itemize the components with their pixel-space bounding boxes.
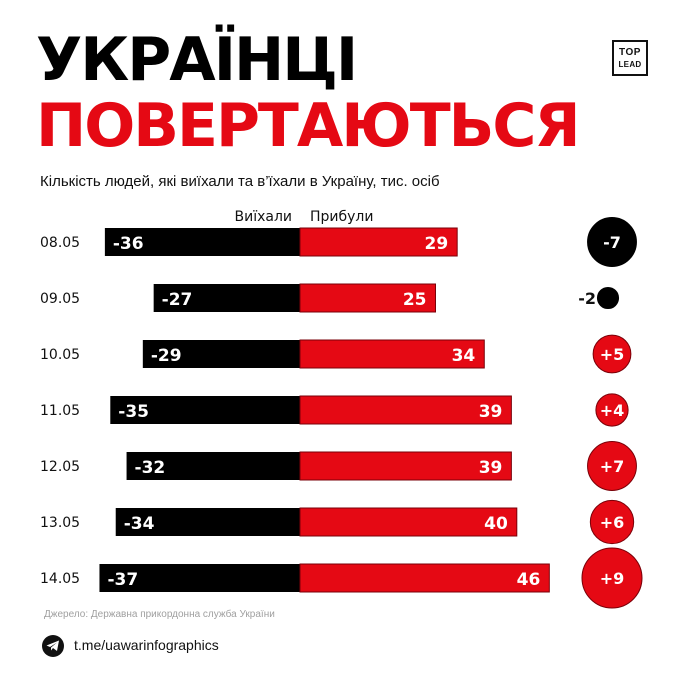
logo-bottom-text: LEAD: [618, 59, 642, 69]
bar-in: [299, 283, 436, 313]
net-label: +6: [600, 513, 625, 532]
date-label: 08.05: [40, 235, 80, 251]
legend-label-out: Виїхали: [234, 209, 292, 225]
bar-in-label: 39: [479, 458, 503, 478]
title-line-1: УКРАЇНЦІ: [36, 25, 358, 95]
bar-out: [104, 228, 300, 256]
bar-in-label: 34: [452, 346, 476, 366]
bar-out-label: -34: [124, 514, 155, 534]
net-circle: [592, 334, 632, 374]
title-line-2: ПОВЕРТАЮТЬСЯ: [36, 91, 581, 161]
net-label: +9: [600, 569, 625, 588]
bar-in: [299, 227, 458, 257]
bar-in-label: 29: [425, 234, 449, 254]
bar-out-label: -36: [113, 234, 144, 254]
bar-in-label: 25: [403, 290, 427, 310]
net-label: +5: [600, 345, 625, 364]
logo-top-text: TOP: [619, 46, 641, 58]
bar-out: [153, 284, 300, 312]
date-label: 10.05: [40, 347, 80, 363]
bar-in: [299, 563, 550, 593]
bar-out-label: -29: [151, 346, 182, 366]
date-label: 11.05: [40, 403, 80, 419]
bar-in-label: 46: [517, 570, 541, 590]
legend-label-in: Прибули: [310, 209, 373, 225]
bar-out: [99, 564, 301, 592]
net-circle: [587, 441, 637, 491]
date-label: 13.05: [40, 515, 80, 531]
net-circle: [595, 393, 629, 427]
bar-in-label: 40: [484, 514, 508, 534]
bar-out: [142, 340, 300, 368]
net-label: +4: [600, 401, 625, 420]
bar-in: [299, 451, 512, 481]
date-label: 09.05: [40, 291, 80, 307]
bar-in: [299, 395, 512, 425]
diverging-bar-chart: Виїхали Прибули 08.05 -36 29 -7 09.05 -27 25 -2 10…: [40, 209, 643, 609]
chart-subtitle: Кількість людей, які виїхали та в’їхали …: [40, 173, 440, 190]
bar-out-label: -35: [118, 402, 149, 422]
net-circle: [596, 286, 620, 310]
bar-out: [126, 452, 300, 480]
bar-out: [115, 508, 300, 536]
telegram-icon[interactable]: [42, 635, 64, 657]
bar-out: [110, 396, 300, 424]
source-note: Джерело: Державна прикордонна служба Укр…: [44, 609, 275, 620]
top-lead-logo: TOP LEAD: [612, 40, 648, 76]
net-label: +7: [600, 457, 625, 476]
net-label: -2: [578, 289, 596, 308]
bar-out-label: -27: [162, 290, 193, 310]
bar-out-label: -37: [107, 570, 138, 590]
net-label: -7: [603, 233, 621, 252]
net-circle: [589, 499, 635, 545]
telegram-link[interactable]: t.me/uawarinfographics: [74, 637, 219, 653]
bar-in-label: 39: [479, 402, 503, 422]
net-circle: [587, 217, 637, 267]
net-circle: [581, 547, 643, 609]
date-label: 12.05: [40, 459, 80, 475]
bar-out-label: -32: [135, 458, 166, 478]
bar-in: [299, 339, 485, 369]
date-label: 14.05: [40, 571, 80, 587]
bar-in: [299, 507, 518, 537]
